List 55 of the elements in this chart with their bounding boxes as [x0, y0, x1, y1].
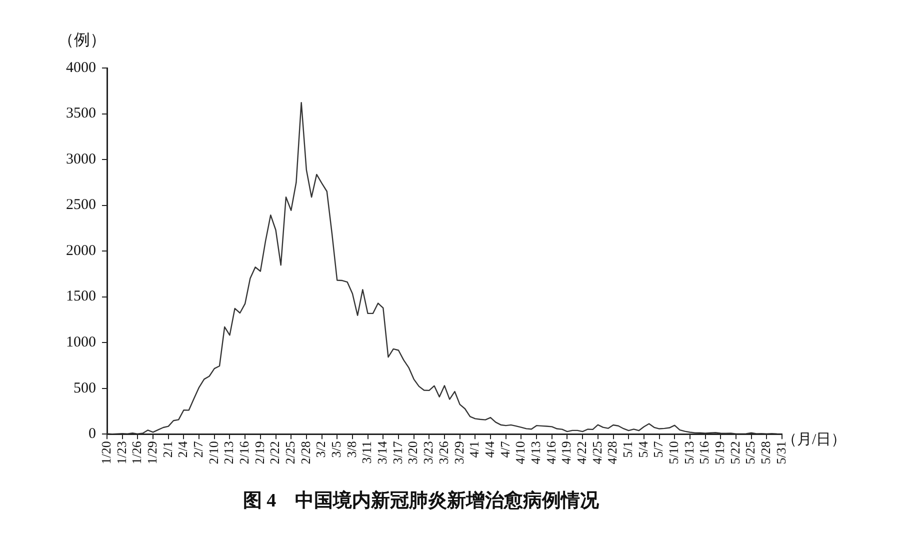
x-tick-label: 2/19 — [252, 441, 267, 464]
x-tick-label: 1/26 — [129, 440, 144, 464]
x-tick-label: 4/1 — [466, 441, 482, 458]
x-tick-label: 3/29 — [451, 441, 466, 464]
x-tick-label: 1/29 — [144, 441, 160, 464]
x-tick-label: 2/4 — [175, 440, 190, 458]
x-tick-label: 5/22 — [727, 441, 742, 464]
y-tick-label: 1000 — [66, 334, 96, 351]
y-tick-label: 3000 — [66, 151, 96, 168]
y-tick-label: 500 — [74, 380, 96, 396]
x-tick-label: 3/14 — [374, 440, 390, 464]
x-tick-label: 5/28 — [758, 441, 774, 464]
y-tick-label: 1500 — [66, 288, 96, 305]
y-tick-label: 4000 — [66, 60, 96, 76]
x-tick-label: 3/2 — [313, 441, 328, 458]
x-tick-label: 5/7 — [650, 440, 666, 458]
x-tick-label: 2/7 — [190, 440, 206, 458]
x-tick-label: 4/25 — [589, 441, 604, 464]
y-tick-label: 3500 — [66, 106, 96, 122]
x-tick-label: 2/1 — [160, 441, 175, 458]
x-tick-label: 5/13 — [681, 441, 696, 464]
x-tick-label: 5/1 — [620, 441, 636, 458]
x-tick-label: 5/10 — [666, 441, 682, 464]
text: 图 4 中国境内新冠肺炎新增治愈病例情况 — [242, 490, 600, 512]
x-tick-label: 3/8 — [344, 441, 359, 458]
x-tick-label: 4/13 — [528, 441, 543, 464]
x-tick-label: 3/26 — [436, 440, 451, 464]
y-tick-label: 2500 — [66, 197, 96, 214]
x-tick-label: 2/16 — [236, 440, 252, 464]
x-tick-label: 3/11 — [359, 441, 374, 464]
x-tick-label: 4/19 — [558, 441, 574, 464]
x-tick-label: 4/16 — [543, 440, 558, 464]
x-tick-label: 3/20 — [405, 441, 420, 464]
x-tick-label: 2/25 — [282, 441, 298, 464]
x-tick-label: 3/17 — [390, 440, 405, 464]
x-tick-label: 2/10 — [206, 441, 221, 464]
y-tick-label: 2000 — [66, 242, 96, 259]
x-tick-label: 2/22 — [267, 441, 282, 464]
y-tick-label: 0 — [88, 426, 96, 442]
x-tick-label: 5/19 — [712, 441, 728, 464]
x-tick-label: 4/28 — [604, 441, 620, 464]
x-tick-label: 3/23 — [420, 441, 436, 464]
x-tick-label: 3/5 — [328, 441, 344, 458]
x-tick-label: 4/7 — [497, 440, 512, 458]
x-tick-label: 5/25 — [742, 441, 758, 464]
x-tick-label: 1/23 — [114, 441, 129, 464]
x-tick-label: 5/16 — [696, 440, 712, 464]
x-tick-label: 4/22 — [574, 441, 589, 464]
x-tick-label: 1/20 — [98, 441, 114, 464]
x-tick-label: 2/28 — [298, 441, 313, 464]
x-tick-label: 2/13 — [221, 441, 236, 464]
y-axis-title: （例） — [58, 31, 106, 51]
x-tick-label: 4/4 — [482, 440, 497, 458]
x-tick-label: 4/10 — [512, 441, 528, 464]
x-tick-label: 5/4 — [635, 440, 650, 458]
